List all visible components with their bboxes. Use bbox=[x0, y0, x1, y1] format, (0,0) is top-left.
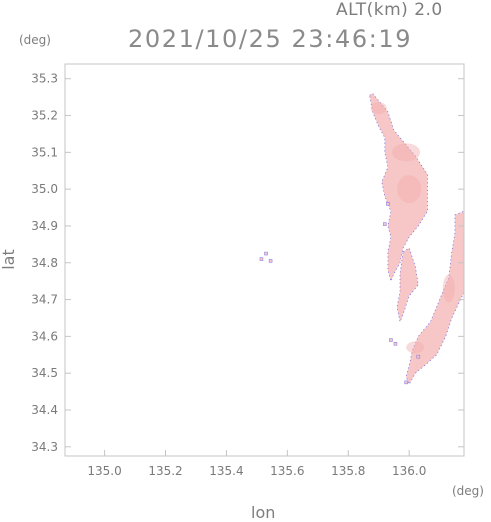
echo-core bbox=[406, 341, 425, 354]
echo-region-south-lobe bbox=[396, 247, 419, 324]
echo-speck bbox=[268, 259, 273, 263]
plot-frame bbox=[64, 63, 465, 457]
echo-speck bbox=[259, 257, 264, 261]
y-axis-ticks: 34.3 34.4 34.5 34.6 34.7 34.8 34.9 35.0 35.1 35.2… bbox=[31, 72, 464, 454]
lat-unit-label: (deg) bbox=[19, 33, 51, 47]
echo-region-north-band bbox=[369, 92, 428, 283]
x-axis-ticks: 135.0 135.2 135.4 135.6 135.8 136.0 bbox=[87, 450, 426, 478]
timestamp-title: 2021/10/25 23:46:19 bbox=[128, 25, 413, 53]
y-tick-label: 35.0 bbox=[31, 182, 58, 196]
echo-speck bbox=[383, 222, 387, 226]
echo-speck bbox=[404, 380, 408, 385]
echo-layer bbox=[259, 92, 464, 386]
y-tick-label: 34.5 bbox=[31, 366, 58, 380]
y-tick-label: 34.8 bbox=[31, 256, 58, 270]
y-tick-label: 34.3 bbox=[31, 440, 58, 454]
y-tick-label: 34.4 bbox=[31, 403, 58, 417]
y-tick-label: 34.6 bbox=[31, 329, 58, 343]
y-tick-label: 35.2 bbox=[31, 109, 58, 123]
echo-core bbox=[370, 102, 387, 115]
x-tick-label: 135.2 bbox=[148, 464, 182, 478]
lon-unit-label: (deg) bbox=[452, 484, 484, 498]
y-tick-label: 35.1 bbox=[31, 145, 58, 159]
echo-core bbox=[397, 175, 422, 204]
x-tick-label: 135.0 bbox=[87, 464, 121, 478]
y-tick-label: 35.3 bbox=[31, 72, 58, 86]
echo-speck bbox=[393, 341, 398, 346]
x-tick-label: 135.8 bbox=[331, 464, 365, 478]
echo-region-east-edge-band bbox=[405, 210, 464, 386]
x-tick-label: 136.0 bbox=[392, 464, 426, 478]
x-tick-label: 135.4 bbox=[209, 464, 243, 478]
altitude-label: ALT(km) 2.0 bbox=[336, 0, 443, 20]
echo-speck bbox=[389, 338, 393, 342]
echo-speck bbox=[386, 202, 390, 206]
echo-core bbox=[442, 274, 455, 303]
echo-core bbox=[392, 143, 421, 162]
x-tick-label: 135.6 bbox=[270, 464, 304, 478]
y-tick-label: 34.7 bbox=[31, 293, 58, 307]
echo-speck bbox=[416, 354, 421, 359]
echo-speck bbox=[264, 251, 268, 256]
lon-axis-title: lon bbox=[251, 503, 276, 522]
y-tick-label: 34.9 bbox=[31, 219, 58, 233]
